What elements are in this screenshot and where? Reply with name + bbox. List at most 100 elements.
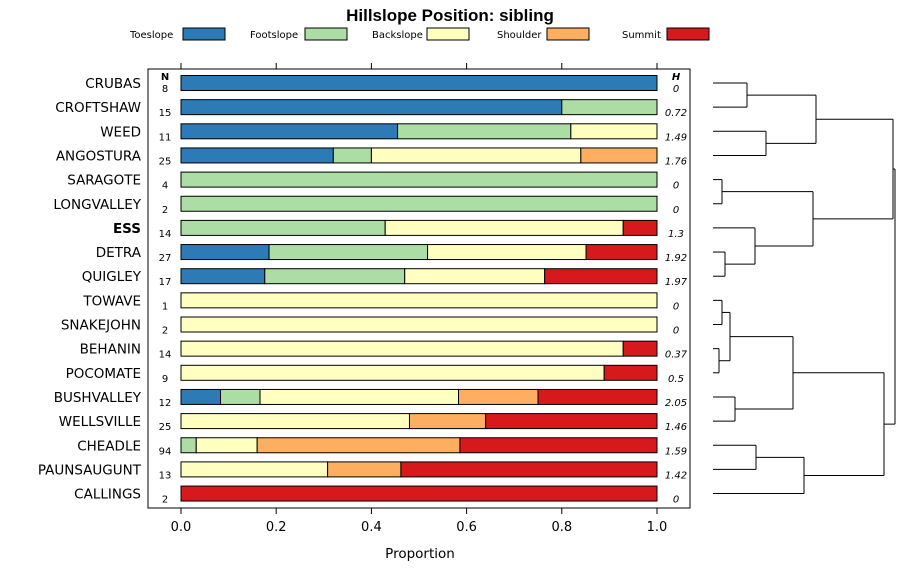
row-label: BEHANIN	[80, 342, 141, 358]
bar-segment-toeslope	[180, 123, 399, 140]
x-tick-label: 0.8	[551, 520, 572, 535]
bar-segment-summit	[180, 485, 658, 502]
dendrogram	[713, 82, 896, 495]
bar-segment-backslope	[180, 461, 329, 478]
bar-segment-backslope	[384, 219, 624, 236]
n-value: 8	[162, 84, 168, 95]
h-value: 1.46	[665, 422, 687, 433]
row-label: DETRA	[96, 245, 142, 261]
row-label: ESS	[113, 221, 141, 237]
chart-title: Hillslope Position: sibling	[346, 6, 554, 25]
bar-segment-summit	[537, 388, 658, 405]
legend-label-summit: Summit	[622, 30, 661, 41]
n-value: 15	[159, 108, 172, 119]
n-value: 13	[159, 470, 172, 481]
bar-segment-summit	[622, 340, 658, 357]
x-tick-label: 1.0	[647, 520, 668, 535]
bar-segment-backslope	[180, 340, 624, 357]
h-value: 1.76	[665, 156, 687, 167]
h-value: 0	[673, 301, 679, 312]
bar-segment-shoulder	[327, 461, 402, 478]
bar-segment-toeslope	[180, 147, 334, 164]
h-value: 0.5	[668, 374, 684, 385]
row-label: CHEADLE	[77, 438, 141, 454]
bar-segment-footslope	[180, 195, 658, 212]
h-value: 0	[673, 326, 679, 337]
row-label: TOWAVE	[82, 293, 141, 309]
bar-segment-footslope	[561, 99, 658, 116]
h-value: 1.59	[665, 446, 687, 457]
h-value: 0	[673, 205, 679, 216]
n-value: 2	[162, 495, 168, 506]
row-label: CRUBAS	[85, 76, 141, 92]
bar-segment-backslope	[427, 244, 587, 261]
bar-segment-backslope	[180, 413, 410, 430]
legend-swatch-footslope	[304, 27, 348, 41]
row-label: PAUNSAUGUNT	[38, 462, 142, 478]
legend-label-footslope: Footslope	[250, 30, 298, 41]
bar-segment-shoulder	[458, 388, 539, 405]
h-value: 0	[673, 495, 679, 506]
n-column-header: N	[161, 72, 169, 83]
h-value: 1.97	[665, 277, 688, 288]
row-label: SNAKEJOHN	[61, 318, 141, 334]
bar-segment-summit	[585, 244, 658, 261]
n-value: 9	[162, 374, 168, 385]
legend-swatch-shoulder	[546, 27, 590, 41]
n-value: 14	[159, 350, 172, 361]
row-label: SARAGOTE	[67, 173, 141, 189]
bar-segment-summit	[544, 268, 658, 285]
x-tick-label: 0.6	[456, 520, 477, 535]
row-label: LONGVALLEY	[53, 197, 141, 213]
legend-label-backslope: Backslope	[372, 30, 423, 41]
n-value: 2	[162, 326, 168, 337]
n-value: 2	[162, 205, 168, 216]
bar-segment-backslope	[370, 147, 582, 164]
bar-segment-summit	[622, 219, 658, 236]
x-axis-title: Proportion	[385, 546, 455, 562]
bar-segment-backslope	[570, 123, 658, 140]
x-tick-label: 0.4	[361, 520, 382, 535]
bar-segment-toeslope	[180, 388, 222, 405]
bar-segment-footslope	[397, 123, 572, 140]
h-value: 0	[673, 84, 679, 95]
n-value: 1	[162, 301, 168, 312]
bar-segment-toeslope	[180, 75, 658, 91]
n-value: 11	[159, 132, 172, 143]
n-value: 12	[159, 398, 172, 409]
bar-segment-toeslope	[180, 244, 270, 261]
bar-segment-summit	[459, 437, 658, 454]
n-value: 25	[159, 156, 172, 167]
legend-label-shoulder: Shoulder	[497, 30, 542, 41]
plot-area: 0.0 0.2 0.4 0.6 0.8 1.0 N H CRUBAS 8 0 CROFTSHAW 15 0…	[38, 63, 691, 535]
bar-segment-footslope	[268, 244, 429, 261]
row-label: CALLINGS	[74, 487, 141, 503]
plot-frame	[147, 68, 691, 509]
h-value: 1.42	[665, 470, 687, 481]
n-value: 17	[159, 277, 172, 288]
n-value: 4	[162, 181, 168, 192]
legend: Toeslope Footslope Backslope Shoulder Summit	[129, 27, 710, 41]
row-label: WEED	[100, 124, 141, 140]
h-value: 1.49	[665, 132, 687, 143]
bar-segment-backslope	[259, 388, 460, 405]
bar-segment-footslope	[180, 219, 386, 236]
bar-segment-summit	[603, 364, 658, 381]
n-value: 94	[159, 446, 172, 457]
bar-segment-footslope	[180, 171, 658, 188]
bar-segment-footslope	[332, 147, 372, 164]
row-label: CROFTSHAW	[55, 100, 141, 116]
bar-segment-footslope	[180, 437, 197, 454]
legend-label-toeslope: Toeslope	[129, 30, 173, 41]
h-value: 0.37	[665, 350, 688, 361]
bar-segment-backslope	[404, 268, 546, 285]
h-value: 2.05	[665, 398, 687, 409]
x-tick-label: 0.2	[266, 520, 287, 535]
bar-segment-toeslope	[180, 99, 563, 116]
bar-segment-summit	[485, 413, 658, 430]
h-value: 0	[673, 181, 679, 192]
h-value: 0.72	[665, 108, 687, 119]
row-label: ANGOSTURA	[56, 148, 142, 164]
row-label: POCOMATE	[66, 366, 141, 382]
